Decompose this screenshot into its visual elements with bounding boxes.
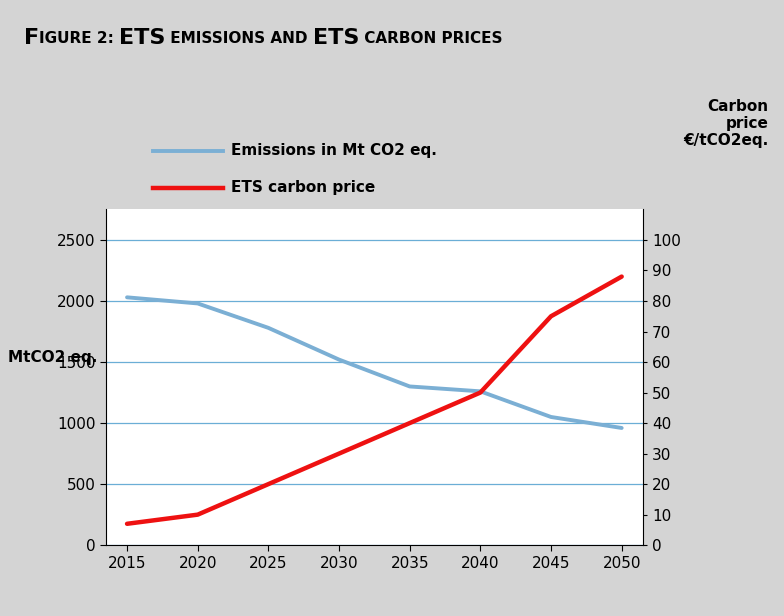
Text: ETS carbon price: ETS carbon price xyxy=(231,180,376,195)
Text: EMISSIONS AND: EMISSIONS AND xyxy=(165,31,313,46)
Text: ETS: ETS xyxy=(118,28,165,48)
Text: Emissions in Mt CO2 eq.: Emissions in Mt CO2 eq. xyxy=(231,144,437,158)
Text: F: F xyxy=(24,28,38,48)
Text: ETS: ETS xyxy=(313,28,359,48)
Text: CARBON PRICES: CARBON PRICES xyxy=(359,31,503,46)
Text: MtCO2 eq.: MtCO2 eq. xyxy=(8,350,97,365)
Text: IGURE 2:: IGURE 2: xyxy=(38,31,118,46)
Text: Carbon
price
€/tCO2eq.: Carbon price €/tCO2eq. xyxy=(683,99,768,148)
